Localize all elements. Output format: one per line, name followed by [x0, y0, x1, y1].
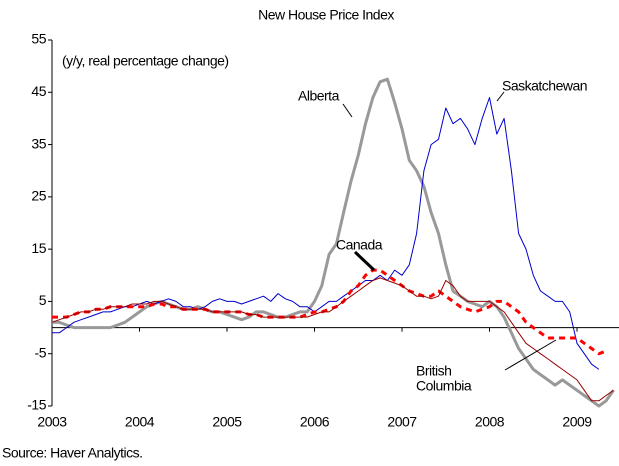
y-tick-label: 25	[31, 188, 46, 204]
y-tick-label: 5	[39, 292, 47, 308]
x-tick-label: 2005	[212, 414, 242, 430]
annotation: Canada	[336, 237, 383, 253]
arrow	[496, 91, 505, 102]
series-line	[52, 77, 615, 408]
y-tick-label: 15	[31, 240, 46, 256]
arrow	[342, 103, 353, 118]
source: Source: Haver Analytics.	[2, 445, 143, 461]
y-tick-label: -15	[27, 397, 46, 413]
arrows	[342, 91, 557, 371]
y-tick-label: -5	[35, 344, 47, 360]
arrow	[504, 339, 557, 371]
y-tick-label: 55	[31, 31, 46, 47]
subtitle: (y/y, real percentage change)	[62, 53, 229, 69]
x-tick-label: 2004	[125, 414, 155, 430]
annotation: British	[416, 363, 451, 379]
arrow	[353, 250, 376, 272]
x-tick-label: 2008	[475, 414, 505, 430]
x-tick-label: 2007	[387, 414, 417, 430]
series-line	[51, 277, 614, 402]
x-tick-label: 2003	[37, 414, 67, 430]
chart-title: New House Price Index	[258, 7, 394, 23]
x-tick-label: 2006	[300, 414, 330, 430]
series-line	[52, 97, 600, 370]
y-tick-label: 45	[31, 83, 46, 99]
y-tick-label: 35	[31, 135, 46, 151]
annotation: Alberta	[298, 88, 340, 104]
x-tick-label: 2009	[562, 414, 592, 430]
annotation: Columbia	[416, 378, 472, 394]
annotation: Saskatchewan	[502, 78, 587, 94]
